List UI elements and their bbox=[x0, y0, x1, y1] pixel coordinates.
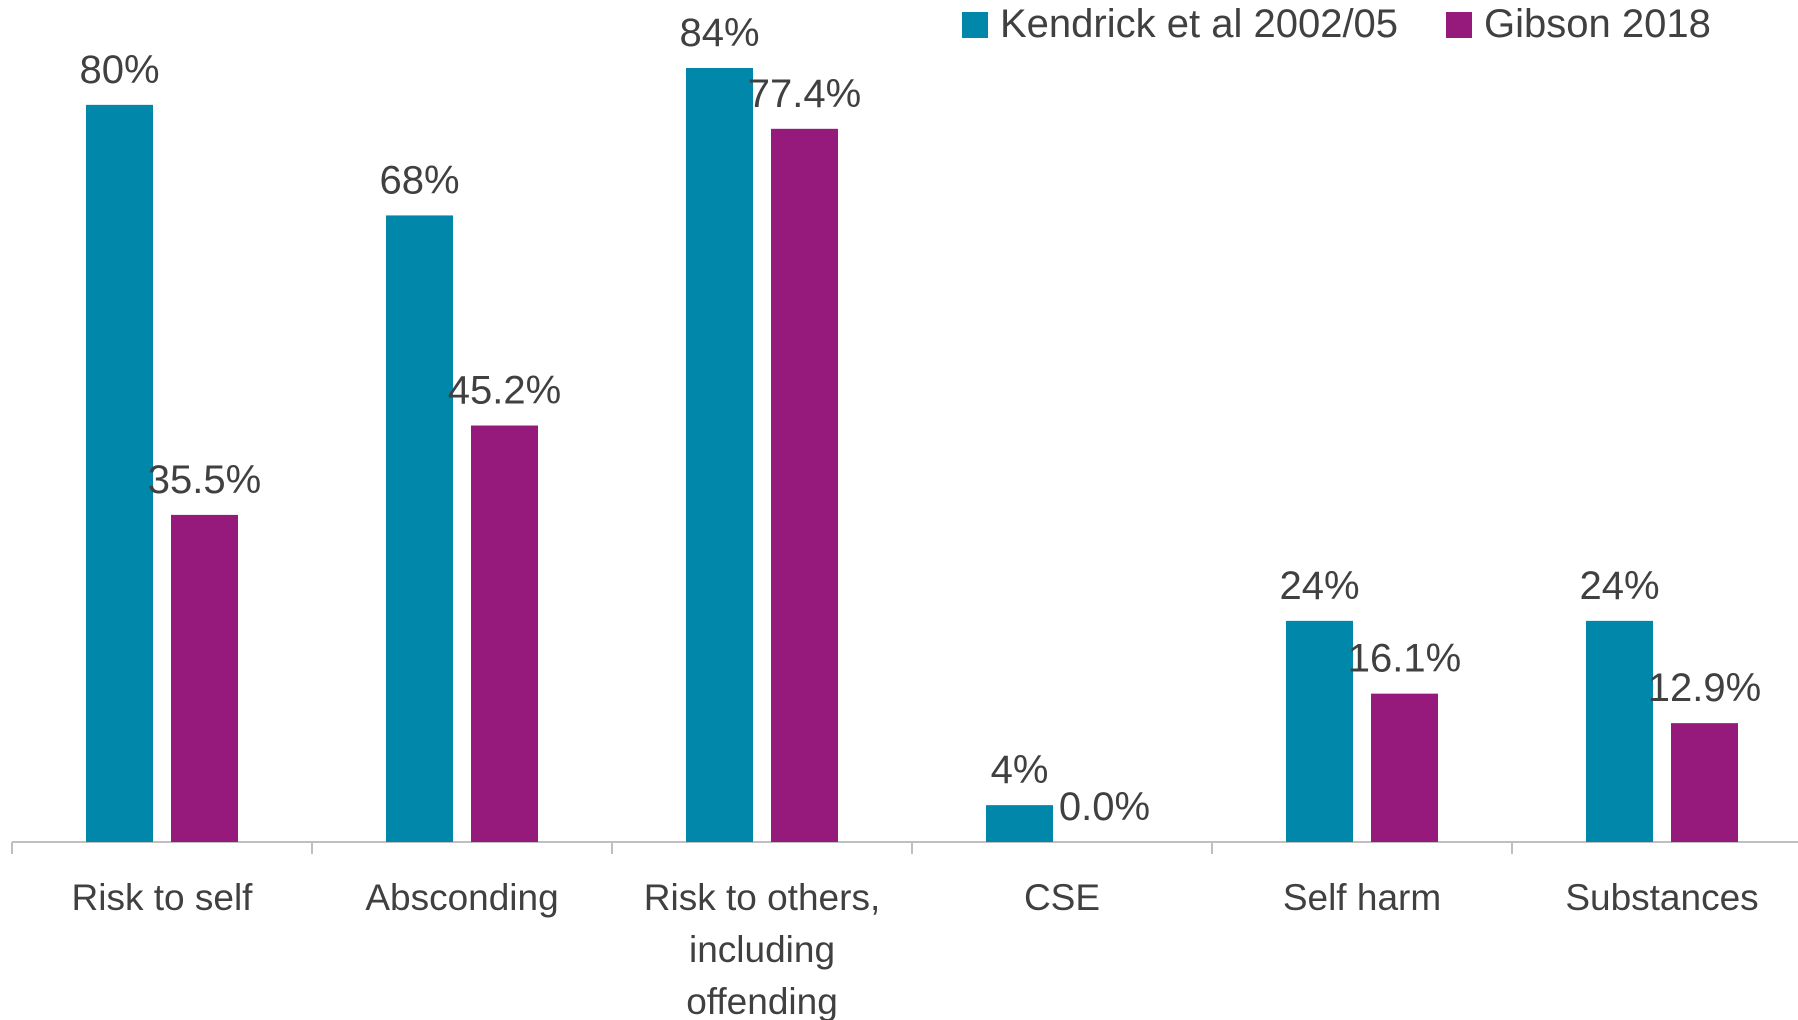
legend-label-gibson: Gibson 2018 bbox=[1484, 2, 1711, 46]
bar-kendrick-0 bbox=[86, 104, 153, 843]
data-label-kendrick-5: 24% bbox=[1579, 564, 1659, 608]
bar-kendrick-5 bbox=[1586, 620, 1653, 842]
data-label-gibson-1: 45.2% bbox=[448, 369, 561, 413]
bar-kendrick-1 bbox=[386, 215, 453, 842]
legend-item-kendrick: Kendrick et al 2002/05 bbox=[962, 2, 1398, 47]
data-label-gibson-3: 0.0% bbox=[1059, 785, 1150, 829]
x-tick-label-5: Substances bbox=[1565, 877, 1758, 918]
data-label-kendrick-3: 4% bbox=[991, 748, 1049, 792]
x-tick-label-2: Risk to others, bbox=[644, 877, 880, 918]
x-tick-label-0: Risk to self bbox=[72, 877, 254, 918]
x-tick-label-1: Absconding bbox=[365, 877, 558, 918]
bar-kendrick-3 bbox=[986, 805, 1053, 842]
bar-gibson-2 bbox=[771, 128, 838, 843]
x-tick-label-2: including bbox=[689, 929, 835, 970]
x-tick-label-2: offending bbox=[686, 981, 838, 1020]
legend: Kendrick et al 2002/05 Gibson 2018 bbox=[962, 2, 1711, 47]
data-label-gibson-4: 16.1% bbox=[1348, 637, 1461, 681]
bar-gibson-5 bbox=[1671, 723, 1738, 842]
legend-item-gibson: Gibson 2018 bbox=[1446, 2, 1711, 47]
legend-label-kendrick: Kendrick et al 2002/05 bbox=[1000, 2, 1399, 46]
data-label-gibson-0: 35.5% bbox=[148, 458, 261, 502]
bar-kendrick-4 bbox=[1286, 620, 1353, 842]
bar-kendrick-2 bbox=[686, 68, 753, 842]
legend-swatch-kendrick bbox=[962, 11, 988, 38]
x-tick-label-4: Self harm bbox=[1283, 877, 1441, 918]
data-label-gibson-5: 12.9% bbox=[1648, 666, 1761, 710]
data-label-kendrick-0: 80% bbox=[79, 48, 159, 92]
legend-swatch-gibson bbox=[1446, 11, 1473, 38]
bar-gibson-0 bbox=[171, 514, 238, 842]
data-label-gibson-2: 77.4% bbox=[748, 72, 861, 116]
data-label-kendrick-4: 24% bbox=[1279, 564, 1359, 608]
bar-gibson-1 bbox=[471, 425, 538, 842]
x-tick-label-3: CSE bbox=[1024, 877, 1100, 918]
bar-gibson-4 bbox=[1371, 693, 1438, 842]
data-label-kendrick-2: 84% bbox=[679, 11, 759, 55]
data-label-kendrick-1: 68% bbox=[379, 158, 459, 202]
